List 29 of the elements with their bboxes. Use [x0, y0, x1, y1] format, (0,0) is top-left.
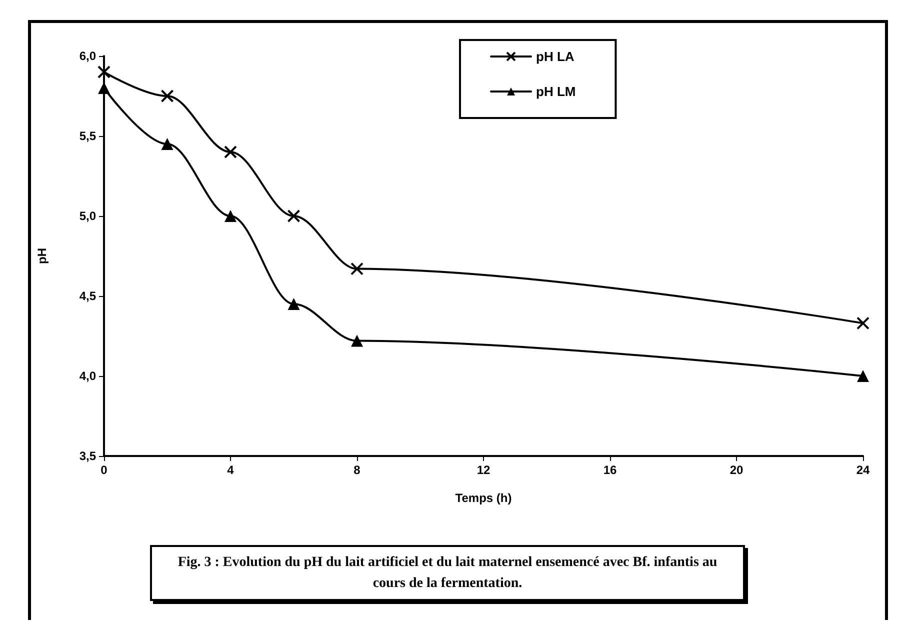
legend-label: pH LA — [536, 49, 575, 64]
x-tick-label: 24 — [856, 463, 870, 477]
y-tick-label: 6,0 — [79, 49, 96, 63]
legend-label: pH LM — [536, 84, 576, 99]
point — [350, 262, 364, 276]
x-axis-title: Temps (h) — [455, 491, 512, 505]
y-tick-label: 4,5 — [79, 289, 96, 303]
point — [161, 138, 174, 150]
x-tick-label: 12 — [476, 463, 490, 477]
y-tick-label: 3,5 — [79, 449, 96, 463]
point — [856, 316, 870, 330]
x-tick-label: 16 — [603, 463, 617, 477]
x-tick-label: 20 — [730, 463, 744, 477]
y-axis-title: pH — [35, 248, 49, 264]
x-tick-label: 4 — [227, 463, 234, 477]
point — [351, 334, 363, 347]
point — [288, 298, 300, 310]
y-tick-label: 4,0 — [79, 369, 96, 383]
y-tick-label: 5,0 — [79, 209, 96, 223]
caption: Fig. 3 : Evolution du pH du lait artificiel et du lait maternel ensemencé avec Bf. infantis au cours de la fermentation. — [176, 554, 718, 593]
x-tick-label: 0 — [100, 463, 108, 477]
point — [857, 370, 869, 382]
y-tick-label: 5,5 — [79, 129, 96, 143]
point — [287, 210, 300, 222]
point — [98, 66, 110, 78]
point — [224, 146, 237, 158]
x-tick-label: 8 — [354, 463, 361, 477]
point — [160, 90, 174, 102]
point — [224, 210, 236, 222]
